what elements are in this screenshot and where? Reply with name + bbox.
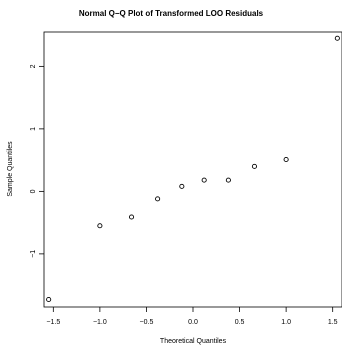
data-point: [128, 214, 135, 220]
data-point: [155, 196, 161, 202]
data-point: [97, 223, 103, 229]
data-points: [46, 35, 340, 303]
x-tick-label: 1.0: [281, 319, 291, 326]
x-tick-label: 0.5: [235, 319, 245, 326]
x-tick-label: 0.0: [188, 319, 198, 326]
y-tick-label: 1: [30, 127, 37, 131]
y-axis: −1 0 1 2: [30, 64, 44, 258]
data-point: [283, 156, 289, 163]
plot-frame: [43, 31, 342, 308]
y-tick-label: −1: [30, 250, 37, 258]
x-tick-label: 1.5: [328, 319, 338, 326]
x-tick-label: −1.0: [93, 319, 107, 326]
x-tick-label: −0.5: [140, 319, 154, 326]
data-point: [201, 177, 207, 183]
x-axis-label: Theoretical Quantiles: [160, 338, 227, 345]
x-tick-label: −1.5: [46, 319, 60, 326]
data-point: [251, 163, 258, 169]
chart-title: Normal Q−Q Plot of Transformed LOO Resid…: [79, 9, 264, 18]
y-tick-label: 0: [30, 189, 37, 193]
data-point: [179, 183, 185, 189]
y-axis-label: Sample Quantiles: [7, 141, 14, 197]
data-point: [46, 296, 52, 303]
data-point: [334, 35, 340, 41]
y-tick-label: 2: [30, 64, 37, 68]
data-point: [225, 177, 231, 183]
x-axis: −1.5 −1.0 −0.5 0.0 0.5 1.0 1.5: [46, 307, 338, 326]
